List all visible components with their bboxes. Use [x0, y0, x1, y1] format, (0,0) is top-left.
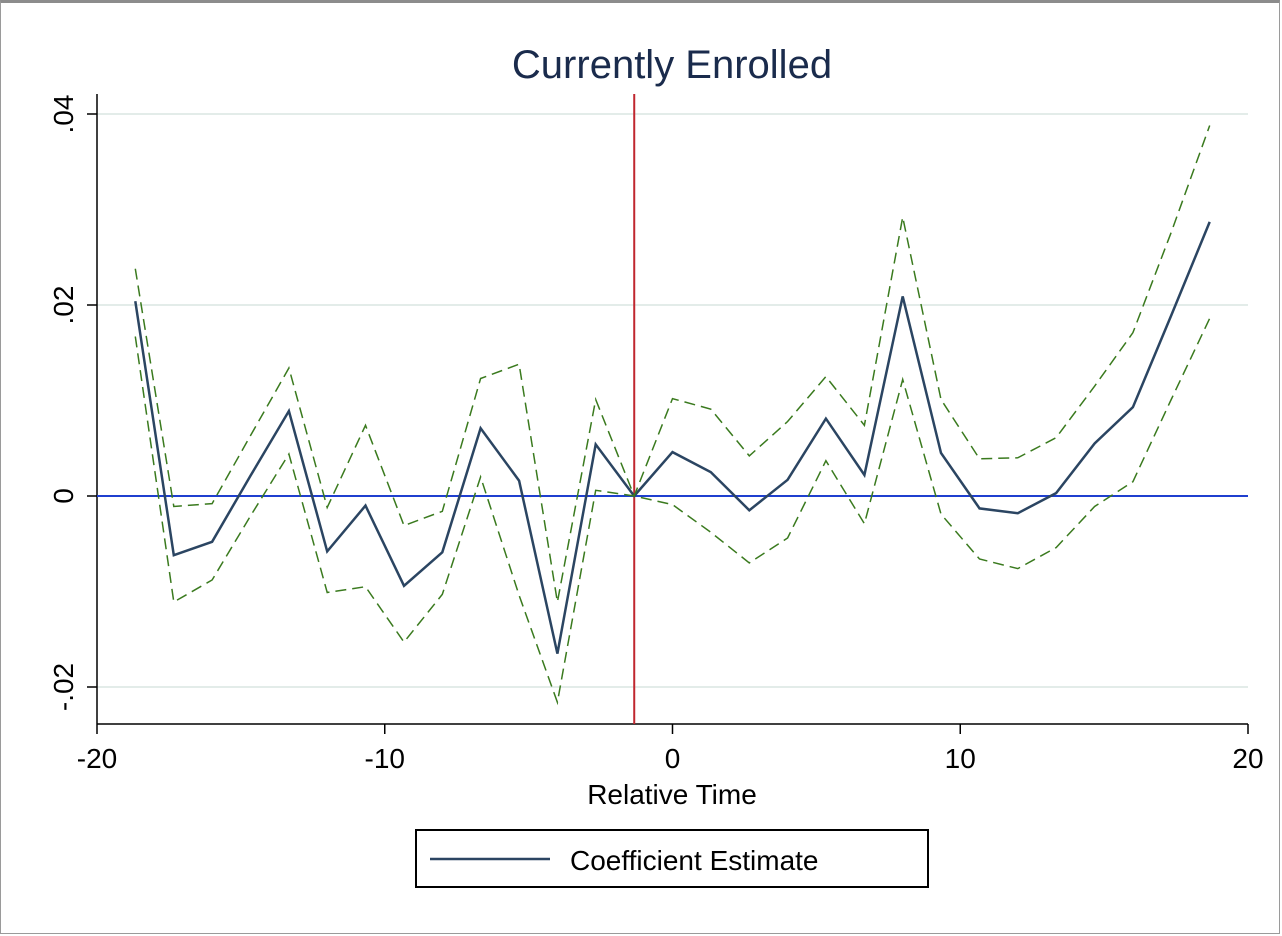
coefficient-estimate-line — [134, 221, 1211, 654]
x-axis-title: Relative Time — [587, 779, 757, 810]
series-lines — [134, 125, 1211, 706]
y-tick-label-3: .04 — [48, 95, 79, 134]
reference-lines — [97, 94, 1248, 724]
upper-ci-line — [134, 125, 1211, 603]
axes — [87, 94, 1249, 734]
lower-ci-line — [134, 318, 1211, 706]
legend-entry-coefficient-estimate: Coefficient Estimate — [570, 845, 819, 876]
chart-title: Currently Enrolled — [512, 43, 832, 87]
x-tick-label-0: -20 — [77, 743, 117, 774]
y-tick-label-1: 0 — [48, 488, 79, 504]
legend: Coefficient Estimate — [415, 829, 929, 888]
y-tick-label-2: .02 — [48, 286, 79, 325]
x-tick-label-4: 20 — [1232, 743, 1263, 774]
x-tick-label-1: -10 — [365, 743, 405, 774]
x-tick-label-2: 0 — [665, 743, 681, 774]
y-tick-label-0: -.02 — [48, 663, 79, 711]
x-tick-label-3: 10 — [945, 743, 976, 774]
tick-labels: -.02 0 .02 .04 -20 -10 0 10 20 — [48, 95, 1264, 774]
